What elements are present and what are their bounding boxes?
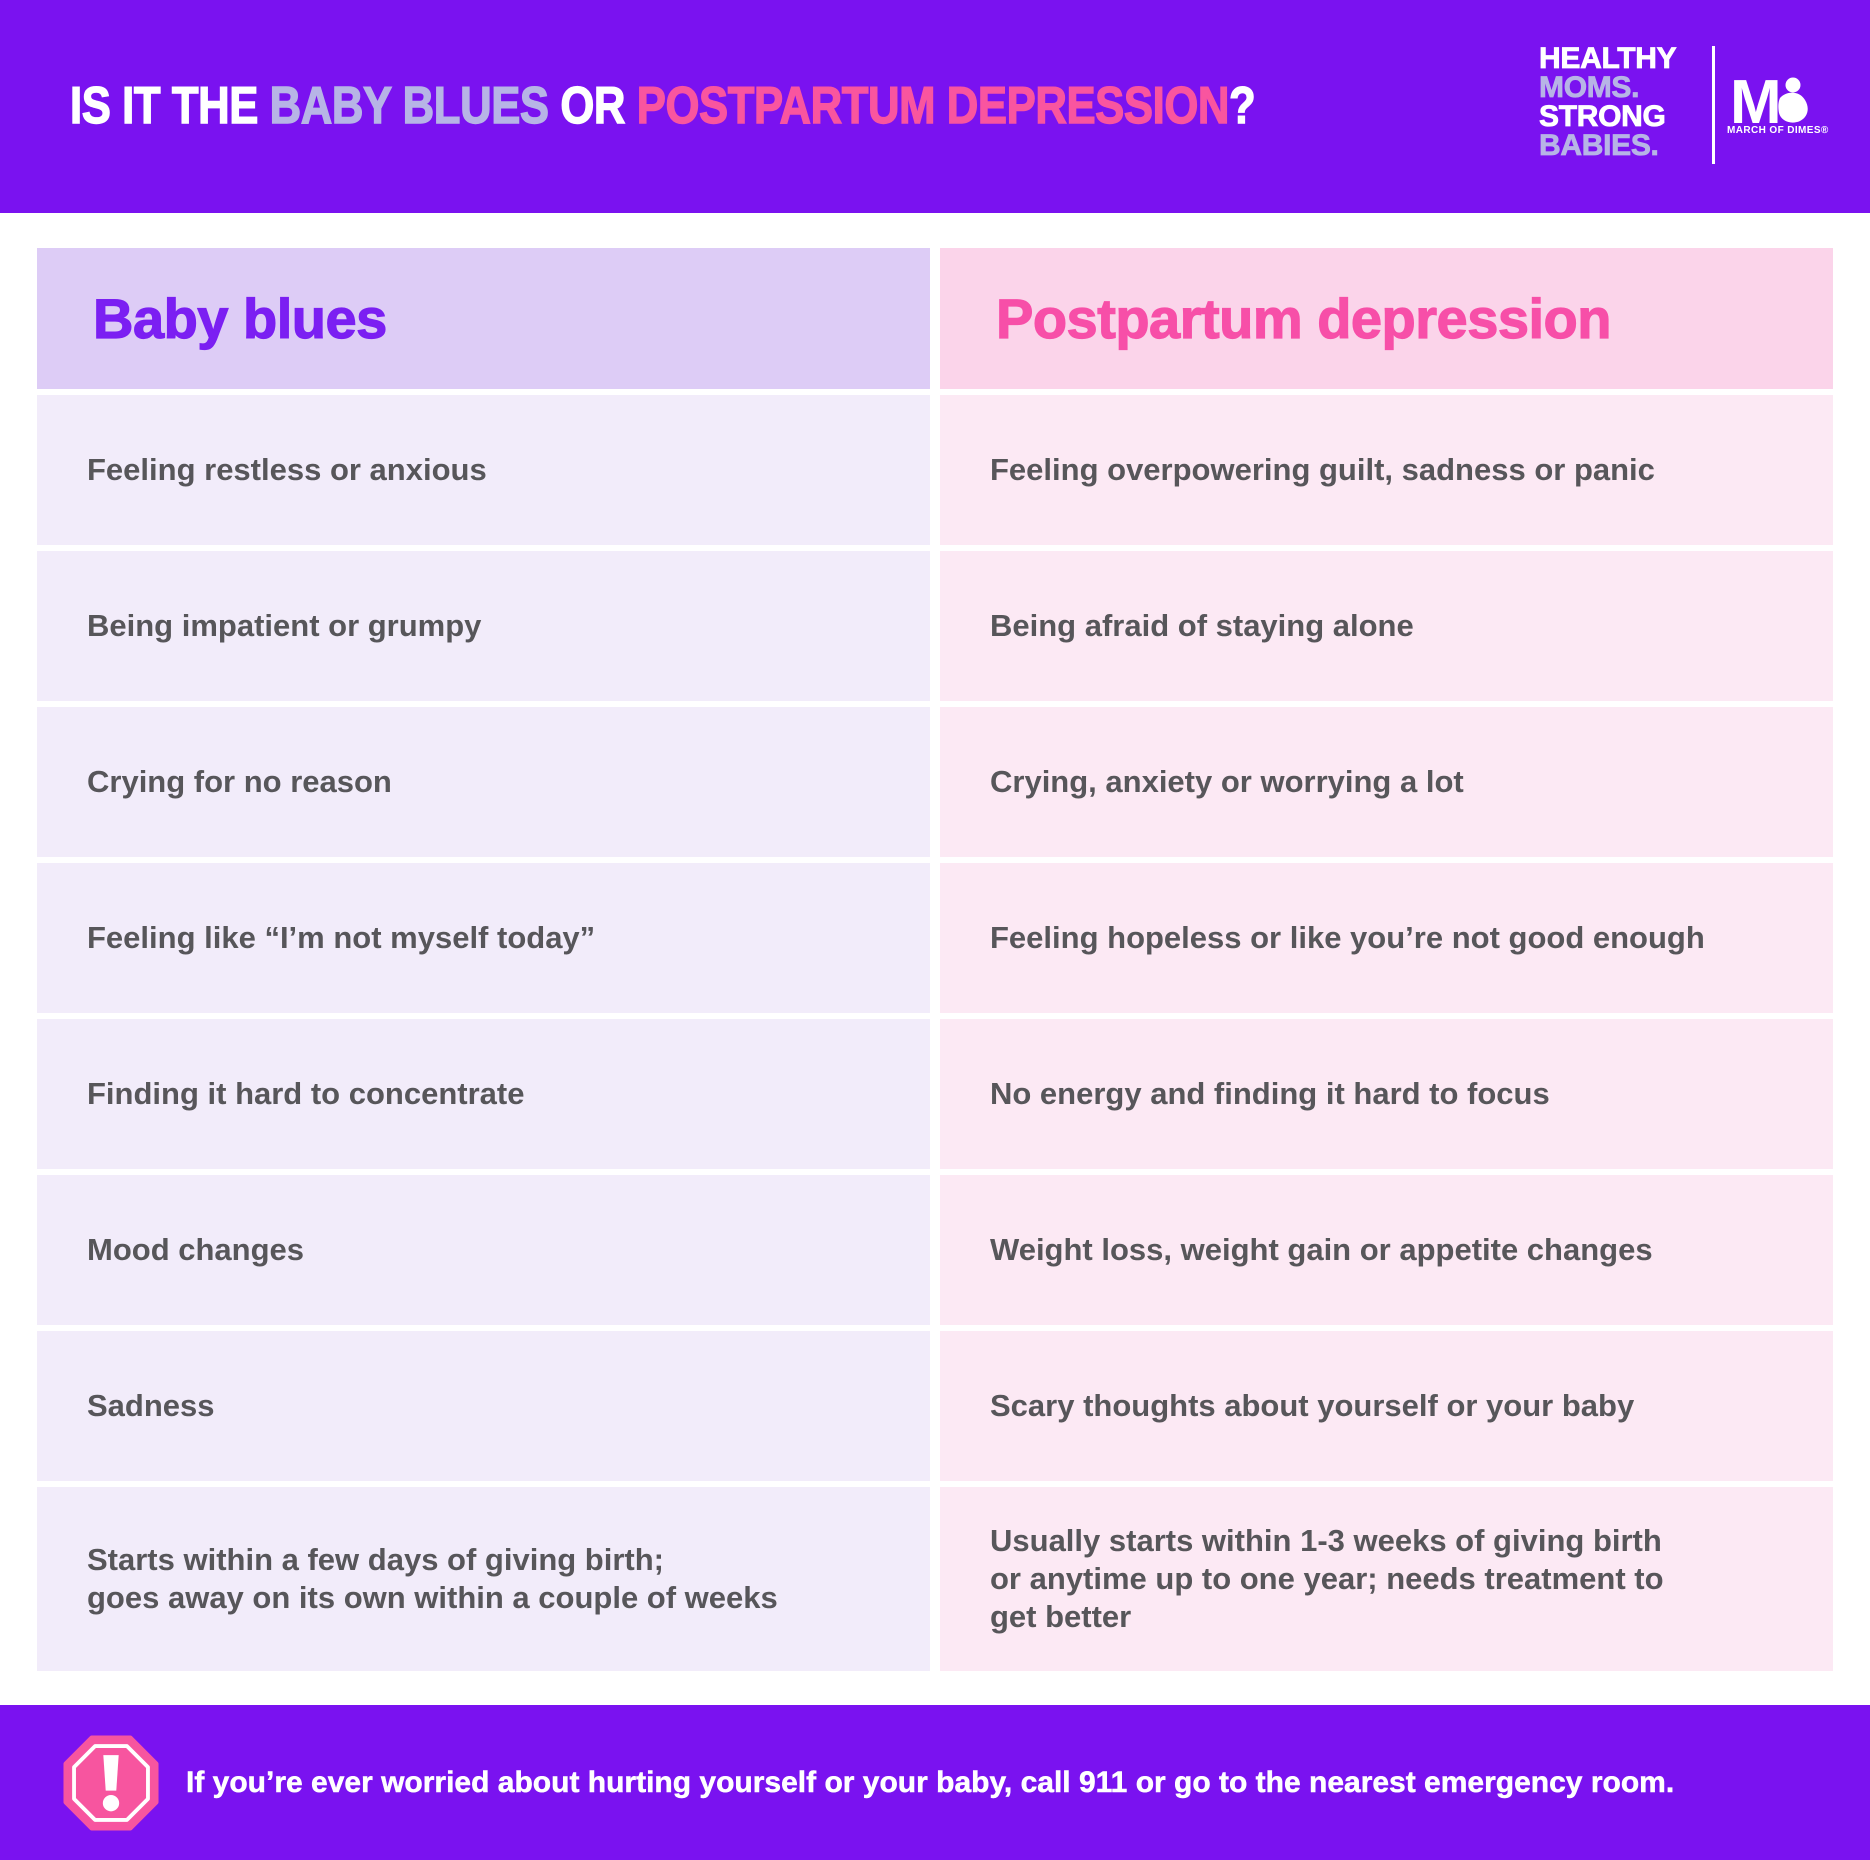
title-question-mark: ?: [1228, 76, 1256, 135]
postpartum-symptom-8: Usually starts within 1-3 weeks of givin…: [940, 1487, 1833, 1671]
baby-blues-symptom-6: Mood changes: [37, 1175, 930, 1325]
baby-blues-symptom-3: Crying for no reason: [37, 707, 930, 857]
title-postpartum: POSTPARTUM DEPRESSION: [636, 76, 1230, 135]
baby-blues-symptom-4: Feeling like “I’m not myself today”: [37, 863, 930, 1013]
baby-blues-symptom-2: Being impatient or grumpy: [37, 551, 930, 701]
page-title: IS IT THE BABY BLUES OR POSTPARTUM DEPRE…: [69, 0, 1256, 213]
warning-text: If you’re ever worried about hurting you…: [186, 1766, 1675, 1800]
warning-octagon-icon: [63, 1735, 159, 1831]
baby-blues-symptom-1: Feeling restless or anxious: [37, 395, 930, 545]
title-baby-blues: BABY BLUES: [269, 76, 550, 135]
healthy-moms-strong-babies-tagline: HEALTHY MOMS. STRONG BABIES.: [1539, 42, 1677, 162]
svg-text:M: M: [1733, 76, 1779, 124]
tagline-line-2: MOMS.: [1539, 71, 1640, 104]
top-banner: IS IT THE BABY BLUES OR POSTPARTUM DEPRE…: [0, 0, 1870, 213]
warning-banner: If you’re ever worried about hurting you…: [0, 1705, 1870, 1860]
postpartum-symptom-3: Crying, anxiety or worrying a lot: [940, 707, 1833, 857]
postpartum-symptom-1: Feeling overpowering guilt, sadness or p…: [940, 395, 1833, 545]
baby-blues-symptom-7: Sadness: [37, 1331, 930, 1481]
tagline-line-4: BABIES.: [1539, 129, 1660, 162]
brand-name: MARCH OF DIMES®: [1727, 125, 1829, 136]
postpartum-symptom-4: Feeling hopeless or like you’re not good…: [940, 863, 1833, 1013]
tagline-line-1: HEALTHY: [1539, 42, 1677, 75]
postpartum-symptom-7: Scary thoughts about yourself or your ba…: [940, 1331, 1833, 1481]
baby-blues-symptom-8: Starts within a few days of giving birth…: [37, 1487, 930, 1671]
march-of-dimes-logo-icon: M: [1730, 68, 1815, 137]
postpartum-symptom-6: Weight loss, weight gain or appetite cha…: [940, 1175, 1833, 1325]
postpartum-column-header: Postpartum depression: [940, 248, 1833, 389]
title-or: OR: [560, 76, 626, 135]
comparison-table: Baby blues Postpartum depression Feeling…: [37, 248, 1833, 1671]
logo-divider: [1712, 46, 1715, 164]
baby-blues-column-header: Baby blues: [37, 248, 930, 389]
tagline-line-3: STRONG: [1539, 100, 1667, 133]
postpartum-symptom-5: No energy and finding it hard to focus: [940, 1019, 1833, 1169]
postpartum-symptom-2: Being afraid of staying alone: [940, 551, 1833, 701]
title-prefix: IS IT THE: [69, 76, 259, 135]
baby-blues-symptom-5: Finding it hard to concentrate: [37, 1019, 930, 1169]
